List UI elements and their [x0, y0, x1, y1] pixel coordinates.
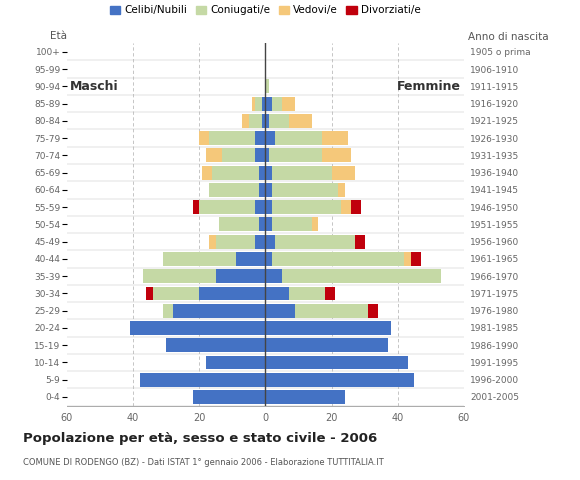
Bar	[255, 96, 262, 110]
Text: Popolazione per età, sesso e stato civile - 2006: Popolazione per età, sesso e stato civil…	[23, 432, 378, 445]
Bar	[266, 79, 269, 93]
Bar	[163, 252, 235, 266]
Bar	[143, 269, 216, 283]
Bar	[282, 96, 295, 110]
Bar	[262, 96, 266, 110]
Bar	[255, 235, 266, 249]
Bar	[206, 148, 222, 162]
Bar	[166, 338, 266, 352]
Bar	[249, 114, 262, 128]
Bar	[272, 96, 282, 110]
Bar	[219, 217, 259, 231]
Bar	[202, 166, 212, 180]
Bar	[199, 287, 266, 300]
Bar	[266, 338, 388, 352]
Bar	[266, 373, 414, 386]
Bar	[199, 131, 209, 145]
Bar	[266, 321, 391, 335]
Bar	[355, 235, 365, 249]
Bar	[404, 252, 411, 266]
Bar	[266, 269, 282, 283]
Text: Età: Età	[50, 32, 67, 41]
Bar	[266, 131, 275, 145]
Bar	[266, 304, 295, 318]
Bar	[252, 96, 255, 110]
Bar	[235, 252, 266, 266]
Bar	[193, 390, 266, 404]
Bar	[272, 166, 332, 180]
Bar	[272, 183, 338, 197]
Bar	[209, 235, 216, 249]
Bar	[255, 131, 266, 145]
Bar	[206, 356, 266, 370]
Bar	[163, 304, 173, 318]
Bar	[259, 166, 266, 180]
Bar	[269, 114, 288, 128]
Bar	[269, 148, 322, 162]
Bar	[255, 200, 266, 214]
Bar	[209, 183, 259, 197]
Text: Maschi: Maschi	[70, 80, 119, 93]
Bar	[276, 235, 355, 249]
Bar	[153, 287, 199, 300]
Bar	[266, 200, 272, 214]
Bar	[216, 269, 266, 283]
Bar	[222, 148, 255, 162]
Bar	[288, 114, 311, 128]
Bar	[259, 183, 266, 197]
Bar	[272, 200, 342, 214]
Bar	[266, 166, 272, 180]
Bar	[266, 252, 272, 266]
Legend: Celibi/Nubili, Coniugati/e, Vedovi/e, Divorziati/e: Celibi/Nubili, Coniugati/e, Vedovi/e, Di…	[106, 1, 425, 20]
Bar	[272, 252, 404, 266]
Bar	[212, 166, 259, 180]
Bar	[332, 166, 355, 180]
Bar	[266, 390, 345, 404]
Bar	[255, 148, 266, 162]
Bar	[266, 114, 269, 128]
Bar	[266, 148, 269, 162]
Bar	[351, 200, 361, 214]
Bar	[140, 373, 266, 386]
Bar	[295, 304, 368, 318]
Bar	[411, 252, 421, 266]
Bar	[276, 131, 322, 145]
Bar	[266, 217, 272, 231]
Bar	[259, 217, 266, 231]
Bar	[266, 287, 288, 300]
Text: COMUNE DI RODENGO (BZ) - Dati ISTAT 1° gennaio 2006 - Elaborazione TUTTITALIA.IT: COMUNE DI RODENGO (BZ) - Dati ISTAT 1° g…	[23, 458, 384, 468]
Bar	[325, 287, 335, 300]
Bar	[129, 321, 266, 335]
Bar	[266, 356, 408, 370]
Bar	[288, 287, 325, 300]
Bar	[266, 235, 275, 249]
Bar	[311, 217, 318, 231]
Bar	[342, 200, 351, 214]
Bar	[146, 287, 153, 300]
Bar	[193, 200, 199, 214]
Bar	[242, 114, 249, 128]
Bar	[322, 131, 348, 145]
Bar	[262, 114, 266, 128]
Bar	[266, 183, 272, 197]
Bar	[272, 217, 311, 231]
Bar	[282, 269, 441, 283]
Bar	[368, 304, 378, 318]
Text: Femmine: Femmine	[397, 80, 461, 93]
Bar	[199, 200, 255, 214]
Text: Anno di nascita: Anno di nascita	[468, 32, 549, 42]
Bar	[209, 131, 255, 145]
Bar	[173, 304, 266, 318]
Bar	[216, 235, 255, 249]
Bar	[322, 148, 351, 162]
Bar	[266, 96, 272, 110]
Bar	[338, 183, 345, 197]
